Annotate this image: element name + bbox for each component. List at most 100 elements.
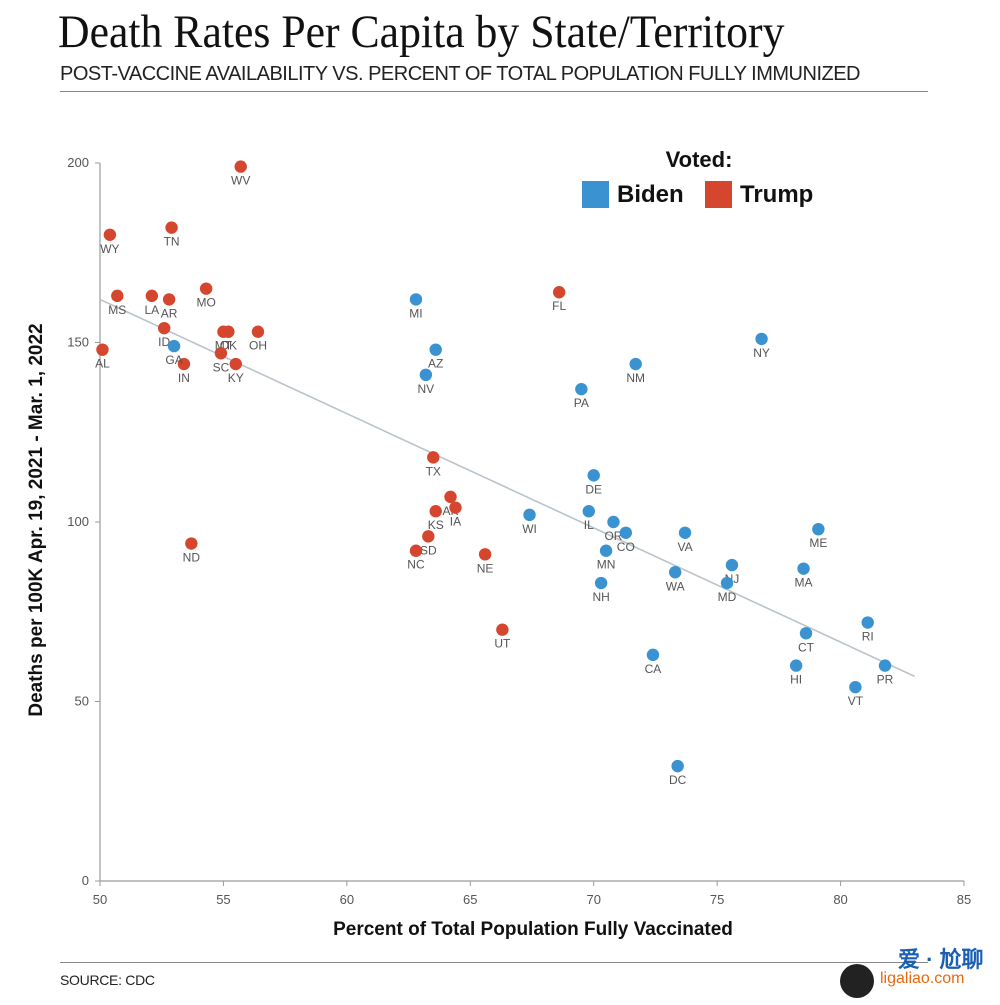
- trump-point-ne: [478, 548, 492, 561]
- biden-point-az: [429, 343, 442, 356]
- trump-point-ks: [429, 505, 442, 518]
- point-label-mi: MI: [409, 306, 422, 320]
- trump-point-al: [96, 343, 109, 356]
- legend-label-biden: Biden: [617, 181, 684, 208]
- point-label-nv: NV: [418, 382, 435, 396]
- point-label-nd: ND: [183, 551, 201, 565]
- point-label-va: VA: [677, 540, 692, 554]
- biden-point-nh: [594, 576, 608, 590]
- point-label-dc: DC: [669, 773, 687, 787]
- legend-swatch-biden: [582, 181, 609, 208]
- chart-title: Death Rates Per Capita by State/Territor…: [58, 6, 785, 58]
- point-label-or: OR: [604, 529, 622, 543]
- chart-axes: 0 50 100 150 200 50 55 60 65 70 75 80 85: [67, 155, 971, 907]
- point-label-ne: NE: [477, 561, 494, 575]
- point-label-wa: WA: [666, 579, 685, 593]
- biden-point-wi: [523, 508, 536, 522]
- trump-point-tn: [165, 221, 178, 234]
- point-label-ia: IA: [450, 515, 461, 529]
- watermark-text: 爱 · 尬聊: [898, 947, 984, 972]
- point-label-sc: SC: [213, 360, 230, 374]
- point-label-ar: AR: [161, 306, 178, 320]
- trump-point-ak: [444, 490, 457, 504]
- biden-point-mi: [409, 293, 423, 306]
- point-label-ca: CA: [645, 662, 662, 676]
- x-tick-label: 55: [216, 892, 230, 907]
- trump-point-fl: [552, 286, 566, 299]
- biden-point-nv: [419, 368, 433, 382]
- point-label-pr: PR: [877, 673, 894, 687]
- trump-point-oh: [251, 325, 265, 338]
- trump-point-id: [157, 321, 171, 335]
- trump-point-wv: [234, 160, 247, 173]
- top-divider: [60, 91, 928, 92]
- legend-label-trump: Trump: [740, 181, 813, 208]
- watermark: 爱 · 尬聊 ligaliao.com: [840, 938, 1000, 1000]
- x-tick-label: 60: [340, 892, 354, 907]
- trump-point-mo: [199, 282, 213, 295]
- trump-point-ut: [496, 623, 509, 636]
- x-tick-label: 70: [586, 892, 600, 907]
- biden-point-de: [587, 469, 600, 482]
- x-axis-title: Percent of Total Population Fully Vaccin…: [333, 919, 733, 940]
- point-label-oh: OH: [249, 339, 267, 353]
- point-label-la: LA: [144, 303, 159, 317]
- biden-point-mn: [599, 544, 613, 557]
- trump-point-nd: [185, 537, 198, 550]
- chart-subtitle: POST-VACCINE AVAILABILITY VS. PERCENT OF…: [60, 63, 861, 85]
- point-label-ut: UT: [494, 637, 511, 651]
- x-tick-label: 75: [710, 892, 724, 907]
- trump-point-ms: [111, 289, 124, 303]
- biden-point-ca: [646, 648, 660, 662]
- biden-point-ri: [861, 616, 874, 629]
- biden-point-md: [720, 576, 734, 590]
- biden-point-or: [607, 515, 620, 529]
- point-label-ct: CT: [798, 640, 815, 654]
- biden-point-co: [619, 526, 633, 539]
- point-label-mo: MO: [196, 296, 215, 310]
- point-label-ga: GA: [165, 353, 182, 367]
- point-label-in: IN: [178, 371, 190, 385]
- trump-point-sc: [214, 347, 228, 360]
- watermark-url: ligaliao.com: [880, 970, 965, 987]
- trump-point-nc: [409, 544, 423, 557]
- y-tick-label: 100: [67, 514, 89, 529]
- point-label-ny: NY: [753, 346, 770, 360]
- legend: Voted: Biden Trump: [582, 147, 813, 208]
- point-label-vt: VT: [848, 694, 864, 708]
- point-label-pa: PA: [574, 396, 589, 410]
- y-tick-label: 150: [67, 335, 89, 350]
- point-label-co: CO: [617, 540, 635, 554]
- data-points: WVWYTNMSLAARMOIDMTOKOHALSCINKYFLTXAKIAKS…: [95, 160, 894, 787]
- abc-news-logo-icon: [840, 964, 874, 998]
- biden-point-ny: [755, 332, 768, 346]
- biden-point-pr: [878, 659, 892, 672]
- source-note: SOURCE: CDC: [60, 972, 155, 988]
- biden-point-hi: [789, 659, 803, 672]
- biden-point-nj: [725, 558, 739, 572]
- biden-point-il: [582, 505, 595, 518]
- x-tick-label: 85: [957, 892, 971, 907]
- biden-point-ct: [799, 627, 813, 640]
- biden-point-ma: [797, 562, 810, 575]
- trump-point-in: [177, 357, 191, 371]
- trump-point-tx: [427, 451, 440, 464]
- point-label-sd: SD: [420, 543, 437, 557]
- point-label-ky: KY: [228, 371, 244, 385]
- biden-point-nm: [629, 357, 642, 371]
- point-label-me: ME: [809, 536, 827, 550]
- biden-point-me: [812, 522, 825, 536]
- legend-swatch-trump: [705, 181, 732, 208]
- trump-point-sd: [422, 530, 435, 543]
- y-tick-label: 200: [67, 155, 89, 170]
- biden-point-wa: [668, 566, 682, 579]
- biden-point-vt: [849, 680, 862, 694]
- trump-point-wy: [103, 228, 117, 241]
- point-label-ri: RI: [862, 630, 874, 644]
- trump-point-la: [145, 289, 159, 303]
- bottom-divider: [60, 962, 928, 963]
- trump-point-ar: [162, 293, 176, 306]
- y-tick-label: 0: [82, 873, 89, 888]
- point-label-nh: NH: [592, 590, 609, 604]
- legend-title: Voted:: [666, 147, 733, 172]
